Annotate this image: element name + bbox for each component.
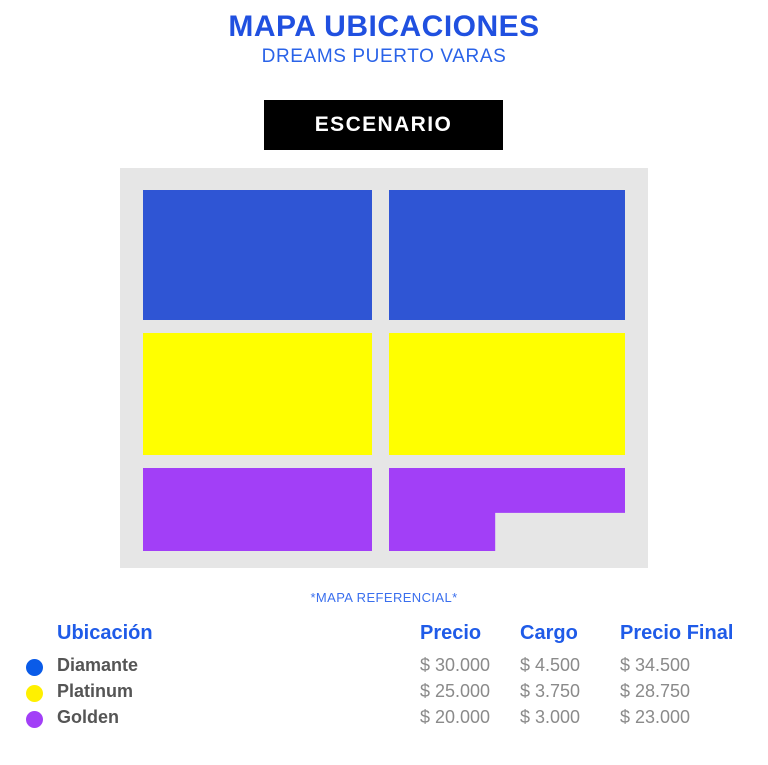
zone-platinum-right[interactable]	[389, 333, 625, 455]
page-subtitle: DREAMS PUERTO VARAS	[261, 46, 507, 67]
zone-diamante-right[interactable]	[389, 190, 625, 320]
zone-label-platinum: Platinum	[57, 681, 134, 701]
legend-swatch-diamante	[26, 659, 43, 676]
column-header-final-price: Precio Final	[620, 622, 734, 644]
final-price-platinum: $ 28.750	[620, 681, 691, 701]
table-row: Diamante $ 30.000 $ 4.500 $ 34.500	[0, 654, 768, 680]
price-golden: $ 20.000	[420, 707, 491, 727]
zone-golden-right[interactable]	[389, 468, 625, 551]
stage-label: ESCENARIO	[314, 113, 453, 136]
final-price-diamante: $ 34.500	[620, 655, 691, 675]
map-reference-note: *MAPA REFERENCIAL*	[310, 590, 458, 605]
table-header-row: Ubicación Precio Cargo Precio Final	[0, 622, 768, 654]
charge-diamante: $ 4.500	[520, 655, 581, 675]
price-table: Ubicación Precio Cargo Precio Final Diam…	[0, 622, 768, 732]
price-platinum: $ 25.000	[420, 681, 491, 701]
table-row: Platinum $ 25.000 $ 3.750 $ 28.750	[0, 680, 768, 706]
zone-golden-left[interactable]	[143, 468, 372, 551]
zone-platinum-left[interactable]	[143, 333, 372, 455]
seating-map	[120, 168, 648, 568]
column-header-charge: Cargo	[520, 622, 578, 644]
table-row: Golden $ 20.000 $ 3.000 $ 23.000	[0, 706, 768, 732]
zone-diamante-left[interactable]	[143, 190, 372, 320]
zone-label-golden: Golden	[57, 707, 119, 727]
final-price-golden: $ 23.000	[620, 707, 691, 727]
charge-platinum: $ 3.750	[520, 681, 581, 701]
stage-banner: ESCENARIO	[264, 100, 503, 150]
legend-swatch-golden	[26, 711, 43, 728]
column-header-location: Ubicación	[57, 622, 153, 644]
charge-golden: $ 3.000	[520, 707, 581, 727]
column-header-price: Precio	[420, 622, 482, 644]
legend-swatch-platinum	[26, 685, 43, 702]
zone-label-diamante: Diamante	[57, 655, 139, 675]
price-diamante: $ 30.000	[420, 655, 491, 675]
page-title: MAPA UBICACIONES	[228, 10, 540, 43]
